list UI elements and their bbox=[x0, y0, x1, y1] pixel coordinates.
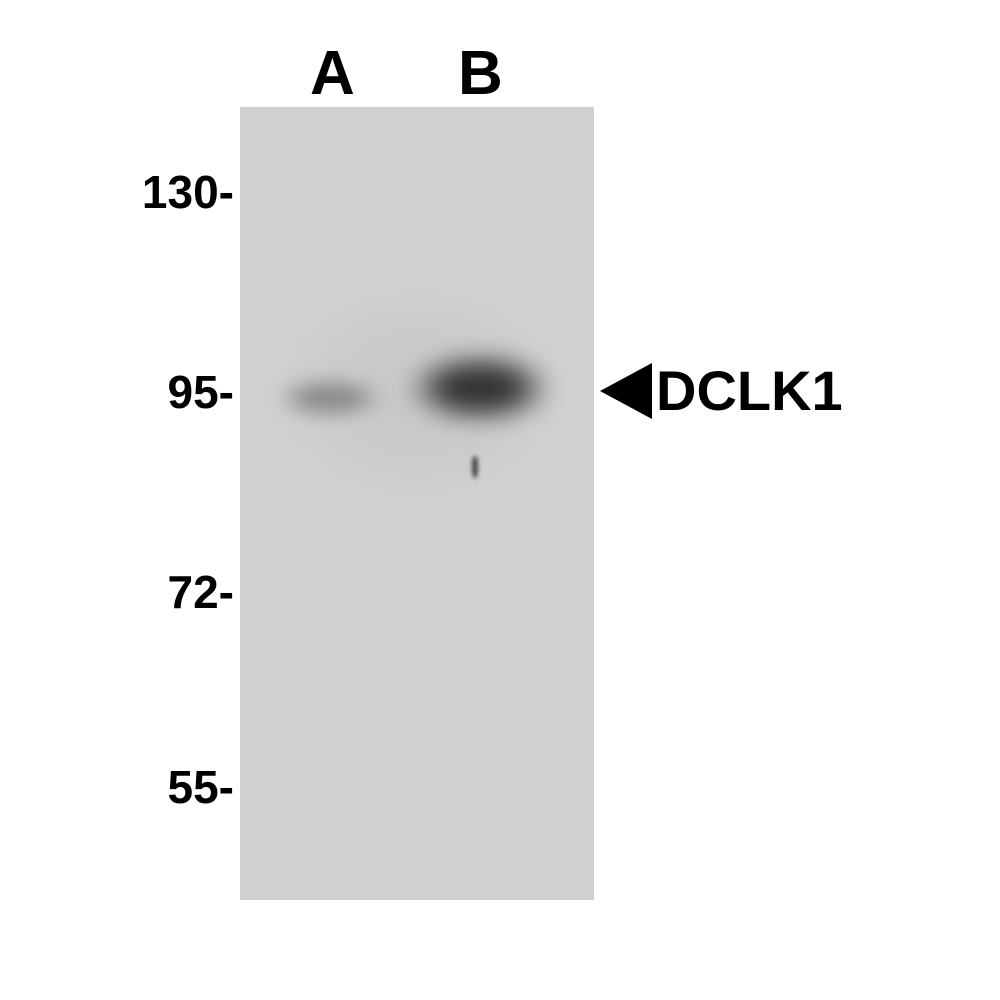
blot-membrane bbox=[240, 107, 594, 900]
mw-label-95: 95- bbox=[74, 365, 234, 419]
target-label-dclk1: DCLK1 bbox=[600, 358, 843, 423]
arrowhead-icon bbox=[600, 363, 652, 419]
band-lane-a bbox=[274, 380, 386, 416]
western-blot-figure: A B 130- 95- 72- 55- DCLK1 bbox=[0, 0, 1000, 1000]
mw-label-72: 72- bbox=[74, 565, 234, 619]
lane-label-a: A bbox=[310, 38, 355, 109]
mw-label-55: 55- bbox=[74, 760, 234, 814]
band-lane-b bbox=[405, 356, 555, 420]
lane-label-b: B bbox=[458, 38, 503, 109]
artifact-speck bbox=[472, 456, 478, 478]
mw-label-130: 130- bbox=[74, 165, 234, 219]
target-text: DCLK1 bbox=[656, 358, 843, 423]
